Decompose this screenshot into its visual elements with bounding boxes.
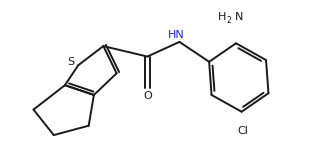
Text: S: S: [68, 57, 75, 67]
Text: 2: 2: [227, 16, 231, 25]
Text: H: H: [218, 12, 227, 22]
Text: HN: HN: [168, 30, 185, 40]
Text: N: N: [235, 12, 244, 22]
Text: Cl: Cl: [237, 126, 249, 136]
Text: O: O: [143, 91, 152, 101]
